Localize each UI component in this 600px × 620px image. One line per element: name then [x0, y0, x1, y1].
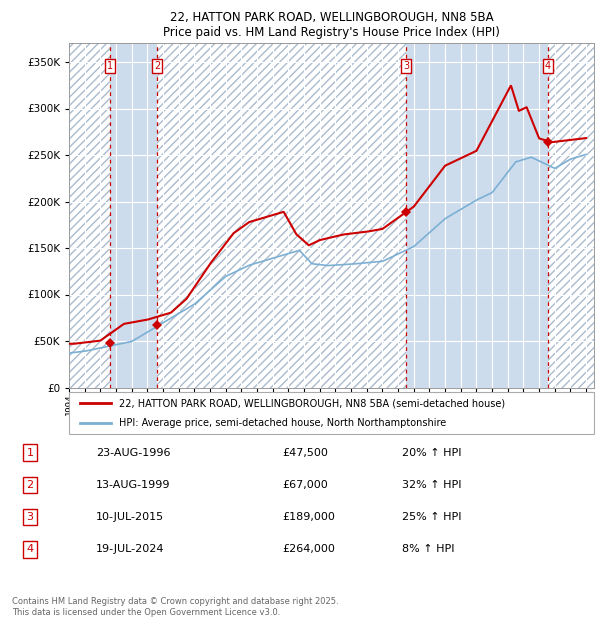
Text: 1: 1 — [26, 448, 34, 458]
Bar — [548, 43, 594, 388]
Title: 22, HATTON PARK ROAD, WELLINGBOROUGH, NN8 5BA
Price paid vs. HM Land Registry's : 22, HATTON PARK ROAD, WELLINGBOROUGH, NN… — [163, 11, 500, 40]
Text: 3: 3 — [403, 61, 409, 71]
FancyBboxPatch shape — [69, 392, 594, 434]
Text: 25% ↑ HPI: 25% ↑ HPI — [402, 512, 461, 522]
Text: £67,000: £67,000 — [282, 480, 328, 490]
Bar — [157, 43, 406, 388]
Text: 19-JUL-2024: 19-JUL-2024 — [96, 544, 164, 554]
Text: 4: 4 — [545, 61, 551, 71]
Text: 3: 3 — [26, 512, 34, 522]
Text: 13-AUG-1999: 13-AUG-1999 — [96, 480, 170, 490]
Text: 2: 2 — [154, 61, 160, 71]
Text: HPI: Average price, semi-detached house, North Northamptonshire: HPI: Average price, semi-detached house,… — [119, 418, 446, 428]
Text: £264,000: £264,000 — [282, 544, 335, 554]
Bar — [110, 43, 157, 388]
Text: 20% ↑ HPI: 20% ↑ HPI — [402, 448, 461, 458]
Text: 22, HATTON PARK ROAD, WELLINGBOROUGH, NN8 5BA (semi-detached house): 22, HATTON PARK ROAD, WELLINGBOROUGH, NN… — [119, 398, 505, 408]
Text: 8% ↑ HPI: 8% ↑ HPI — [402, 544, 455, 554]
Text: £47,500: £47,500 — [282, 448, 328, 458]
Text: 10-JUL-2015: 10-JUL-2015 — [96, 512, 164, 522]
Bar — [69, 43, 110, 388]
Bar — [406, 43, 548, 388]
Text: 23-AUG-1996: 23-AUG-1996 — [96, 448, 170, 458]
Text: £189,000: £189,000 — [282, 512, 335, 522]
Text: 4: 4 — [26, 544, 34, 554]
Text: 1: 1 — [107, 61, 113, 71]
Text: Contains HM Land Registry data © Crown copyright and database right 2025.
This d: Contains HM Land Registry data © Crown c… — [12, 598, 338, 617]
Text: 2: 2 — [26, 480, 34, 490]
Text: 32% ↑ HPI: 32% ↑ HPI — [402, 480, 461, 490]
